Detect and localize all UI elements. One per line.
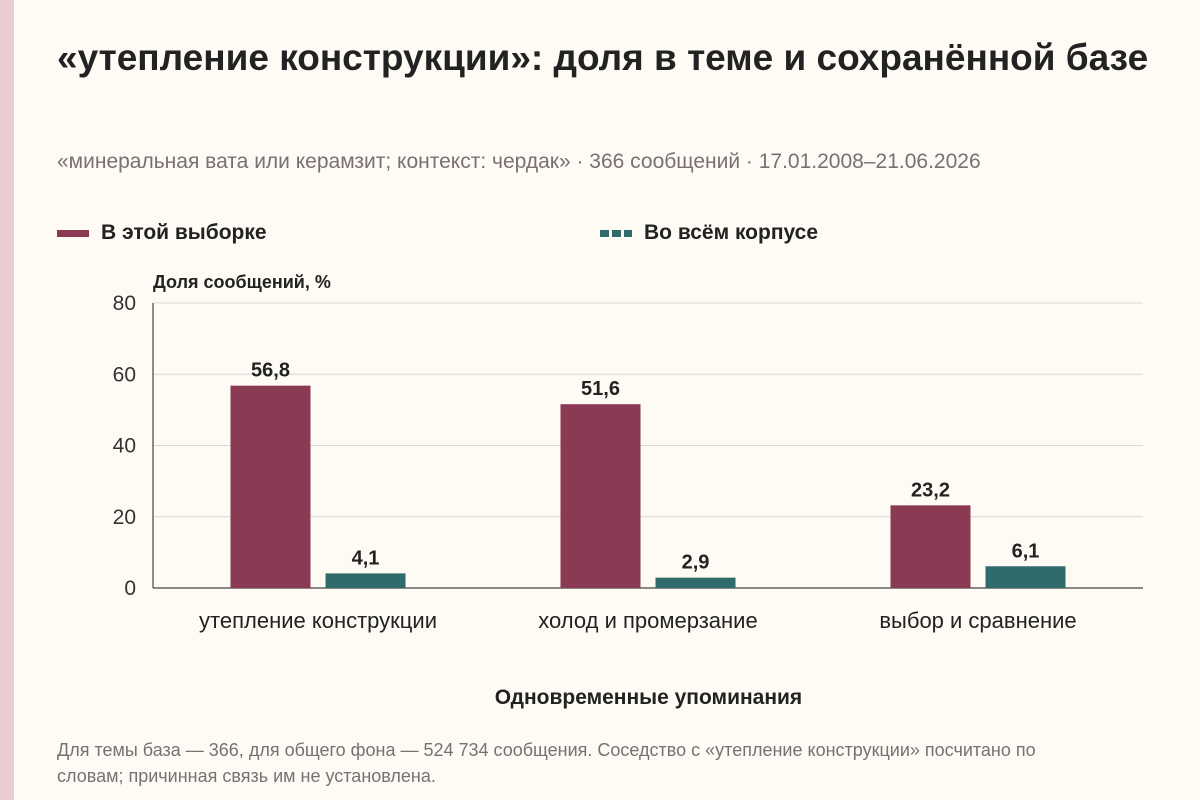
chart-title: «утепление конструкции»: доля в теме и с…: [57, 37, 1149, 78]
y-tick-label: 40: [113, 435, 136, 458]
bar-value-label: 4,1: [352, 547, 380, 569]
bar-value-label: 51,6: [581, 378, 620, 400]
y-tick-label: 0: [124, 577, 136, 600]
bar-value-label: 56,8: [251, 360, 290, 382]
bar-corpus: [325, 573, 406, 588]
legend-item-sample: В этой выборке: [57, 218, 267, 248]
bar-value-label: 23,2: [911, 479, 950, 501]
bar-corpus: [655, 577, 736, 588]
bar-sample: [560, 404, 641, 588]
bar-sample: [890, 505, 971, 588]
bar-corpus: [985, 566, 1066, 588]
y-tick-label: 60: [113, 363, 136, 386]
legend-item-corpus: Во всём корпусе: [600, 218, 818, 248]
x-tick-label: выбор и сравнение: [879, 608, 1076, 633]
y-tick-label: 20: [113, 506, 136, 529]
x-tick-label: утепление конструкции: [199, 608, 437, 633]
x-axis-label: Одновременные упоминания: [494, 686, 803, 709]
y-tick-label: 80: [113, 292, 136, 315]
bar-value-label: 6,1: [1012, 540, 1040, 562]
legend-swatch-corpus: [600, 229, 632, 237]
legend-swatch-sample: [57, 229, 89, 237]
bar-value-label: 2,9: [682, 552, 710, 574]
y-axis-label: Доля сообщений, %: [153, 272, 331, 292]
accent-strip: [0, 0, 14, 800]
footnote: Для темы база — 366, для общего фона — 5…: [57, 740, 1036, 786]
legend-label-sample: В этой выборке: [101, 221, 267, 244]
bar-sample: [230, 385, 311, 588]
chart-subtitle: «минеральная вата или керамзит; контекст…: [57, 150, 981, 173]
x-tick-label: холод и промерзание: [538, 608, 757, 633]
legend-label-corpus: Во всём корпусе: [644, 221, 819, 244]
